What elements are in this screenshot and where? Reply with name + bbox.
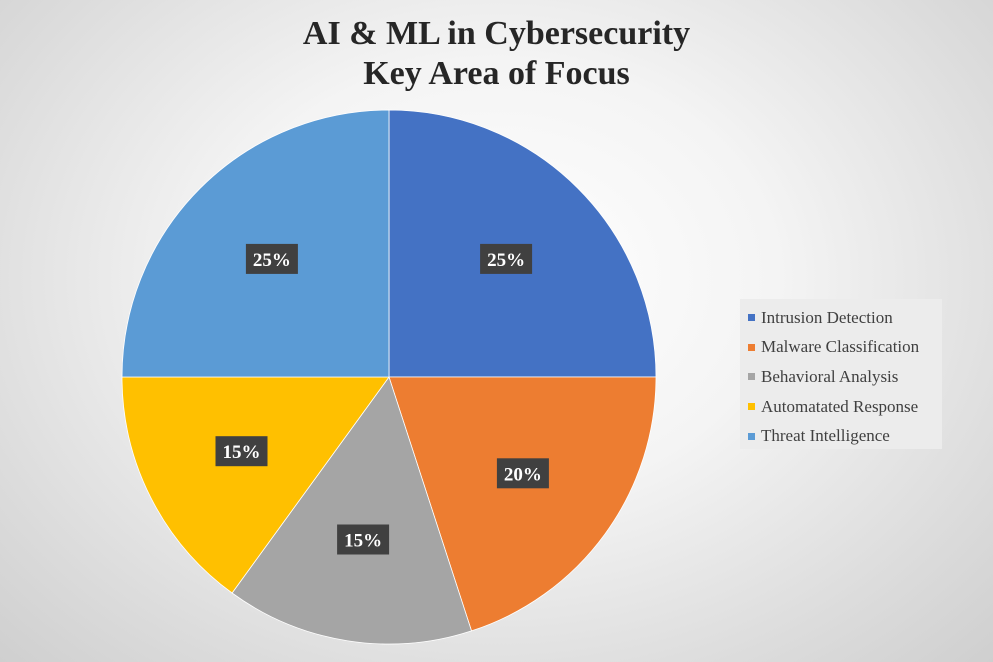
data-label-behavioral-analysis: 15% [337,524,390,555]
data-label-threat-intelligence: 25% [245,243,298,274]
legend-swatch [748,314,755,322]
legend: Intrusion Detection Malware Classificatio… [740,299,942,449]
data-label-text: 20% [504,464,542,485]
chart-title: AI & ML in Cybersecurity Key Area of Foc… [0,14,993,94]
pie-slice-behavioral-analysis [231,376,473,645]
chart-title-line-1: AI & ML in Cybersecurity [302,15,691,52]
legend-label: Automatated Response [761,396,919,416]
data-label-text: 25% [253,250,291,271]
data-label-text: 25% [487,250,525,271]
pie-slice-threat-intelligence [121,109,390,378]
pie-slice-automatated-response [121,376,390,594]
legend-swatch [748,432,755,440]
data-label-text: 15% [344,531,382,552]
legend-swatch [748,343,755,351]
pie-slice-intrusion-detection [388,109,657,378]
data-labels: 25% 20% 15% 15% 25% [215,243,549,555]
data-label-malware-classification: 20% [496,458,549,489]
data-label-intrusion-detection: 25% [480,243,533,274]
data-label-box [245,243,298,274]
legend-item-automatated-response: Automatated Response [748,392,936,422]
legend-item-behavioral-analysis: Behavioral Analysis [748,362,936,392]
data-label-box [215,436,268,467]
legend-swatch [748,373,755,381]
legend-label: Intrusion Detection [761,307,893,327]
legend-label: Behavioral Analysis [761,366,899,386]
data-label-text: 15% [223,442,261,463]
legend-item-threat-intelligence: Threat Intelligence [748,421,936,451]
legend-item-malware-classification: Malware Classification [748,333,936,363]
data-label-automatated-response: 15% [215,436,268,467]
legend-item-intrusion-detection: Intrusion Detection [748,303,936,333]
pie-slice-malware-classification [388,376,657,632]
data-label-box [496,458,549,489]
data-label-box [480,243,533,274]
pie-slices [121,109,657,645]
legend-label: Malware Classification [761,337,920,357]
legend-label: Threat Intelligence [761,426,890,446]
data-label-box [337,524,390,555]
chart-title-line-2: Key Area of Focus [363,55,630,92]
legend-swatch [748,403,755,411]
